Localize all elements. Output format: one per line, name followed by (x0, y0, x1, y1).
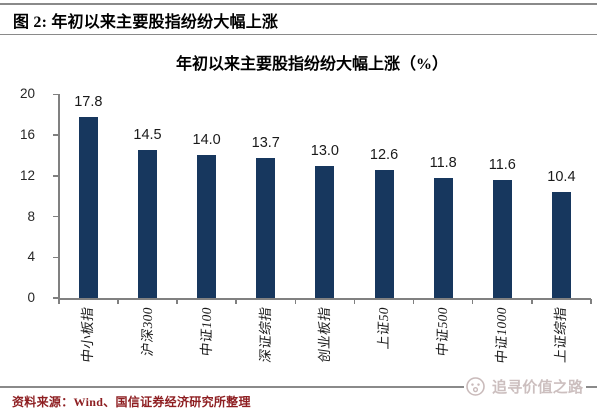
y-axis-tick-label: 12 (19, 167, 35, 183)
bar-上证综指 (551, 192, 571, 298)
bar-深证综指 (256, 158, 276, 298)
bar-中证100 (197, 155, 217, 298)
header-rule (0, 33, 597, 36)
x-axis-category-label: 中证1000 (494, 305, 510, 364)
bar-创业板指 (315, 165, 335, 298)
y-axis-tick (53, 134, 59, 136)
bar-value-label: 13.0 (310, 142, 339, 159)
y-axis-tick (53, 297, 59, 299)
x-axis-category-label: 沪深300 (139, 305, 155, 357)
y-axis-tick (53, 256, 59, 258)
watermark: 追寻价值之路 (464, 375, 586, 397)
bar-value-label: 10.4 (547, 169, 576, 186)
y-axis-tick (53, 215, 59, 218)
source-note: 资料来源：Wind、国信证券经济研究所整理 (12, 395, 251, 409)
x-axis-tick (294, 299, 297, 304)
x-axis-category-label: 深证综指 (257, 305, 273, 364)
y-axis-tick-label: 4 (27, 249, 35, 265)
bar-value-label: 13.7 (251, 135, 280, 152)
y-axis-tick-label: 20 (19, 86, 35, 102)
bar-上证50 (374, 169, 394, 298)
bar-沪深300 (138, 150, 157, 298)
bar-中小板指 (78, 116, 98, 298)
bar-value-label: 17.8 (74, 93, 103, 110)
x-axis-category-label: 中小板指 (80, 305, 96, 364)
x-axis-tick (471, 299, 474, 304)
x-axis-category-label: 中证100 (198, 305, 214, 357)
bar-value-label: 14.5 (133, 127, 162, 144)
figure-caption: 图 2: 年初以来主要股指纷纷大幅上涨 (13, 14, 279, 31)
x-axis-line (57, 297, 591, 300)
bar-value-label: 11.6 (488, 156, 516, 173)
x-axis-category-label: 上证综指 (553, 305, 569, 364)
x-axis-tick (117, 299, 119, 304)
y-axis-tick-label: 0 (27, 290, 35, 305)
x-axis-category-label: 创业板指 (316, 305, 332, 364)
y-axis-tick-label: 16 (19, 127, 35, 143)
x-axis-tick (590, 299, 592, 304)
bar-value-label: 14.0 (192, 132, 221, 149)
footer-rule (0, 386, 597, 388)
x-axis-tick (353, 299, 356, 304)
x-axis-category-label: 上证50 (376, 305, 392, 350)
top-rule (0, 3, 597, 5)
watermark-text: 追寻价值之路 (492, 379, 584, 396)
x-axis-tick (176, 299, 178, 304)
y-axis-tick-label: 8 (27, 208, 35, 224)
x-axis-tick (412, 299, 415, 304)
x-axis-tick (531, 299, 533, 304)
watermark-logo-icon (466, 376, 485, 396)
chart-title: 年初以来主要股指纷纷大幅上涨（%） (175, 56, 448, 73)
x-axis-tick (235, 299, 237, 304)
x-axis-category-label: 中证500 (435, 305, 451, 357)
y-axis-tick (53, 93, 59, 96)
y-axis-line (57, 93, 60, 304)
bar-中证1000 (492, 179, 512, 298)
y-axis-tick (53, 175, 59, 177)
bar-value-label: 12.6 (369, 146, 399, 163)
bar-value-label: 11.8 (429, 154, 457, 171)
bar-中证500 (433, 177, 453, 298)
